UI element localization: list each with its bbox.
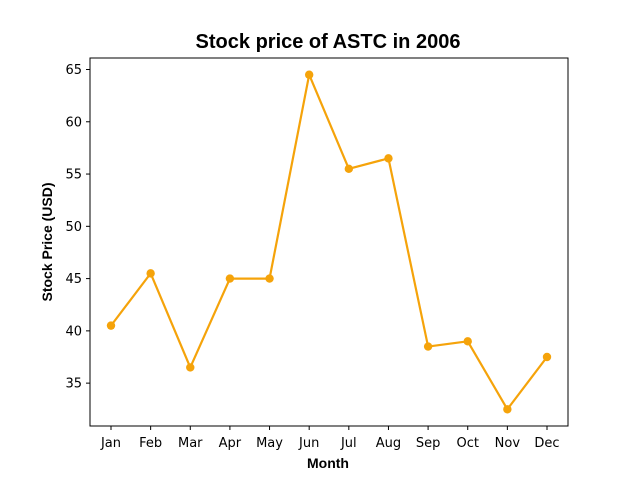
series-group	[106, 70, 552, 414]
chart-title: Stock price of ASTC in 2006	[196, 31, 461, 53]
y-tick-label: 50	[65, 220, 82, 235]
data-point	[186, 363, 195, 372]
x-tick-label: Feb	[139, 436, 162, 451]
data-point	[106, 321, 116, 330]
y-tick-label: 55	[65, 168, 82, 183]
data-point	[225, 274, 235, 283]
y-tick-label: 60	[65, 115, 82, 130]
y-axis: 35 40 45 50 55 60 65	[65, 63, 90, 392]
x-tick-label: Apr	[219, 436, 242, 451]
data-point	[463, 337, 472, 346]
y-tick-label: 65	[65, 63, 82, 78]
x-axis-label: Month	[307, 455, 349, 471]
data-point	[304, 70, 314, 79]
data-point	[265, 274, 274, 283]
data-point	[344, 164, 354, 174]
x-tick-label: Jan	[100, 436, 121, 451]
data-point	[542, 352, 552, 362]
data-point	[503, 405, 512, 414]
data-point	[146, 269, 155, 278]
x-tick-label: Dec	[534, 436, 559, 451]
x-tick-label: Sep	[416, 436, 441, 451]
data-point	[423, 342, 433, 351]
y-tick-label: 45	[65, 272, 82, 287]
x-tick-label: Jul	[340, 436, 357, 451]
y-tick-label: 35	[65, 377, 82, 392]
data-point	[384, 154, 393, 163]
y-tick-label: 40	[65, 324, 82, 339]
x-tick-label: Nov	[495, 436, 521, 451]
x-tick-label: Aug	[376, 436, 401, 451]
x-axis: Jan Feb Mar Apr May Jun Jul Aug Sep Oct Nov Dec	[100, 426, 560, 451]
x-tick-label: Oct	[456, 436, 478, 451]
x-tick-label: Mar	[178, 436, 203, 451]
x-tick-label: Jun	[298, 436, 319, 451]
series-line	[110, 73, 548, 411]
x-tick-label: May	[256, 436, 283, 451]
plot-area	[89, 57, 569, 427]
y-axis-label: Stock Price (USD)	[39, 182, 55, 301]
